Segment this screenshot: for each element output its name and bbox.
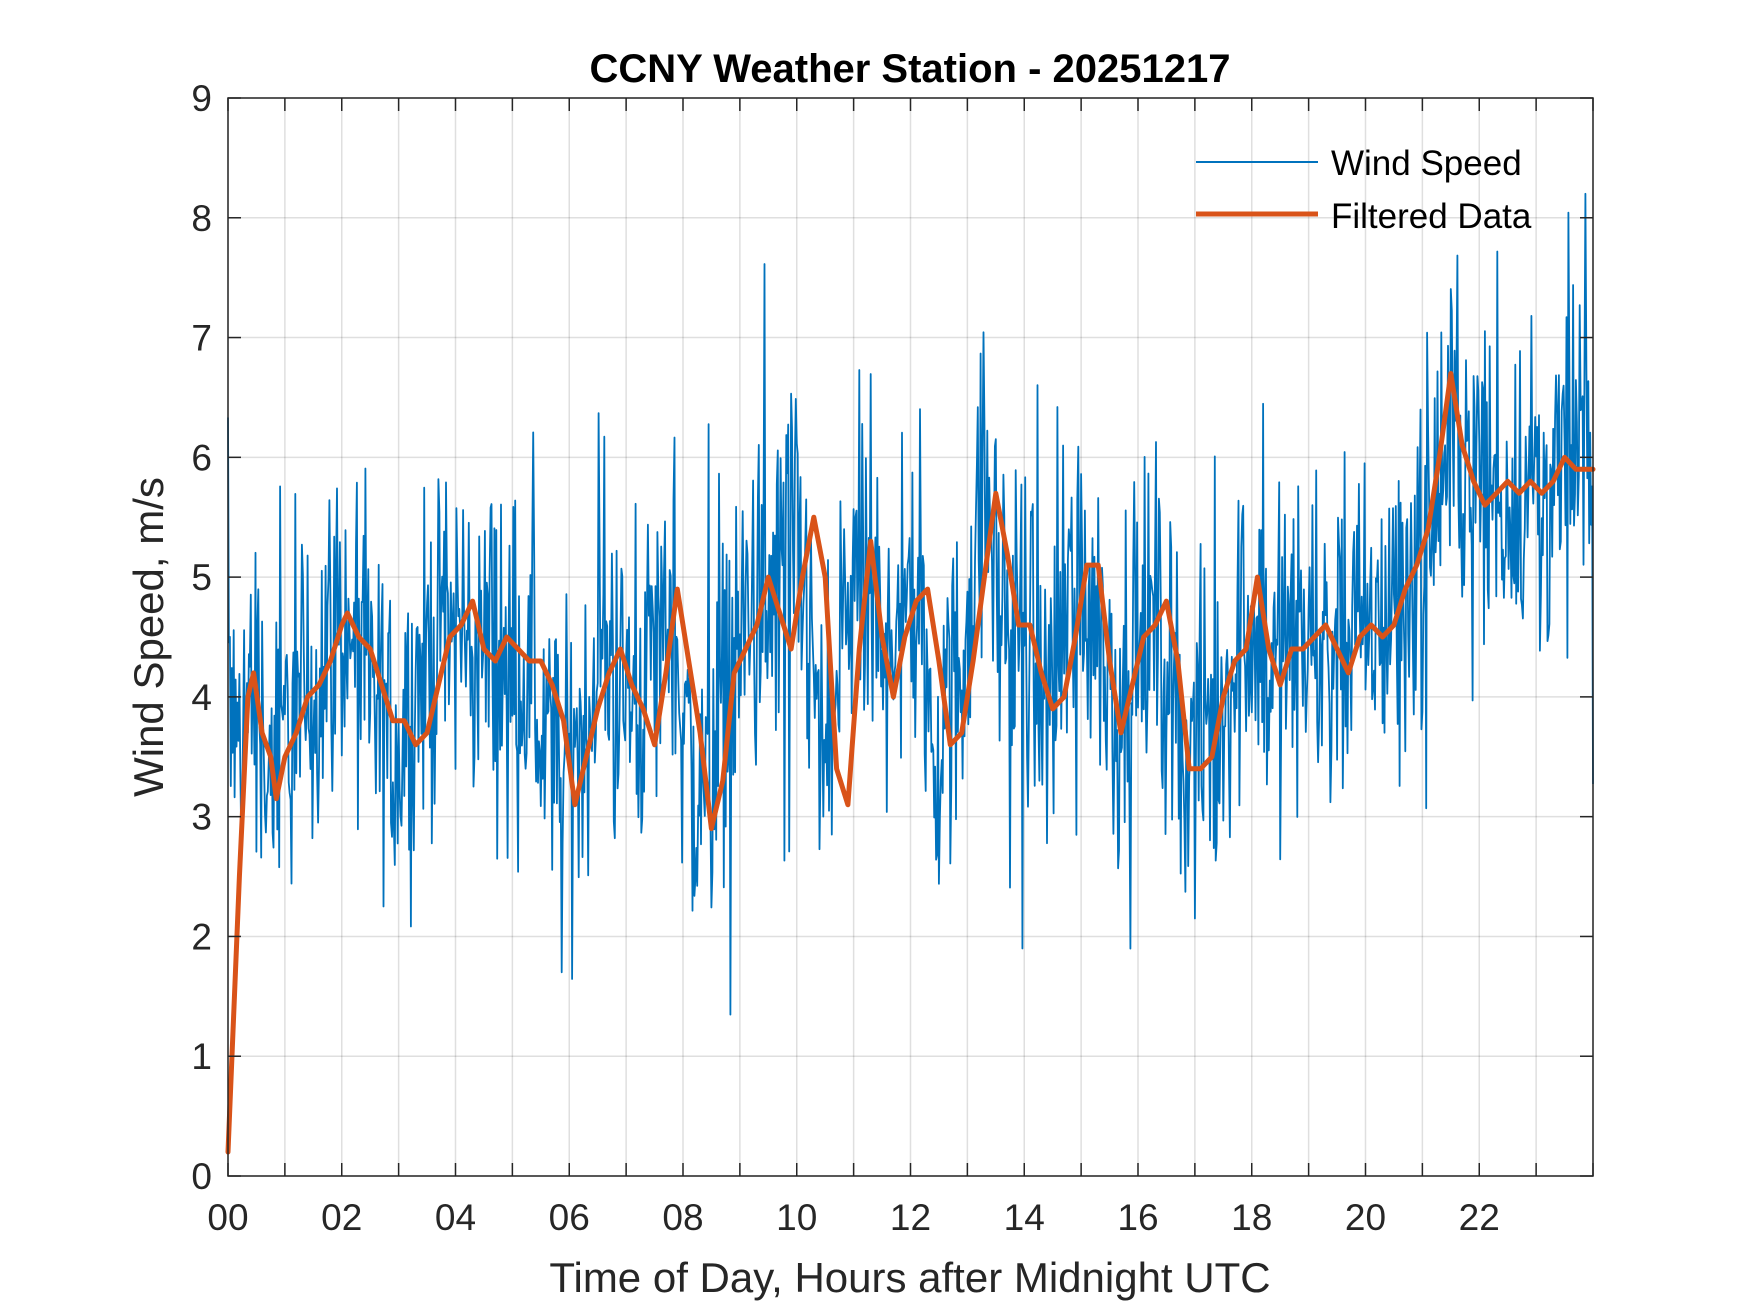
y-axis-label: Wind Speed, m/s: [125, 477, 172, 797]
x-tick-label: 18: [1231, 1197, 1272, 1238]
x-tick-label: 06: [549, 1197, 590, 1238]
series: [225, 192, 1596, 1155]
x-tick-label: 14: [1004, 1197, 1045, 1238]
legend: Wind Speed Filtered Data: [1196, 144, 1532, 236]
x-tick-label: 00: [207, 1197, 248, 1238]
x-tick-label: 10: [776, 1197, 817, 1238]
x-tick-label: 02: [321, 1197, 362, 1238]
x-tick-label: 20: [1345, 1197, 1386, 1238]
x-tick-label: 08: [662, 1197, 703, 1238]
series-filtered-data-line: [225, 371, 1596, 1155]
x-tick-label: 16: [1117, 1197, 1158, 1238]
y-tick-label: 8: [191, 198, 212, 239]
x-tick-label: 04: [435, 1197, 476, 1238]
y-tick-label: 0: [191, 1156, 212, 1197]
x-tick-label: 12: [890, 1197, 931, 1238]
y-tick-label: 2: [191, 916, 212, 957]
legend-label-filtered-data: Filtered Data: [1331, 197, 1532, 236]
x-tick-label: 22: [1459, 1197, 1500, 1238]
legend-label-wind-speed: Wind Speed: [1331, 144, 1522, 183]
chart-title: CCNY Weather Station - 20251217: [590, 47, 1231, 91]
y-tick-label: 6: [191, 437, 212, 478]
x-axis-label: Time of Day, Hours after Midnight UTC: [549, 1254, 1270, 1301]
y-tick-label: 3: [191, 797, 212, 838]
y-tick-label: 9: [191, 78, 212, 119]
y-tick-label: 5: [191, 557, 212, 598]
y-tick-label: 4: [191, 677, 212, 718]
y-tick-label: 1: [191, 1036, 212, 1077]
y-tick-label: 7: [191, 318, 212, 359]
